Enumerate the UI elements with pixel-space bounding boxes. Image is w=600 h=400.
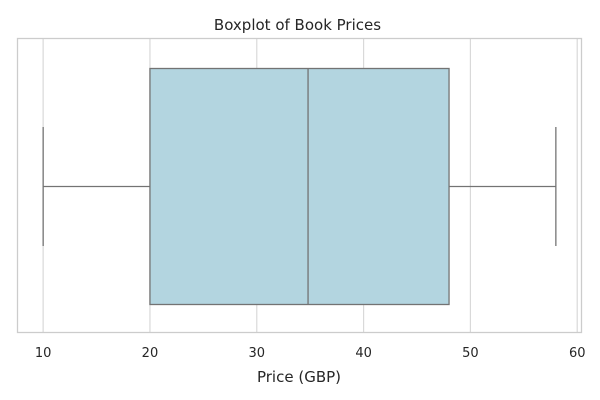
x-tick-label: 20 (142, 346, 159, 361)
boxplot (42, 67, 557, 306)
chart-title: Boxplot of Book Prices (214, 16, 381, 34)
x-tick-label: 50 (462, 346, 479, 361)
x-axis-label: Price (GBP) (257, 368, 341, 386)
x-tick-label: 60 (569, 346, 586, 361)
iqr-box (149, 67, 450, 306)
x-tick-label: 10 (35, 346, 52, 361)
x-tick-label: 30 (248, 346, 265, 361)
x-tick-labels: 10 20 30 40 50 60 (35, 346, 586, 361)
plot-frame (16, 37, 583, 334)
x-tick-label: 40 (355, 346, 372, 361)
